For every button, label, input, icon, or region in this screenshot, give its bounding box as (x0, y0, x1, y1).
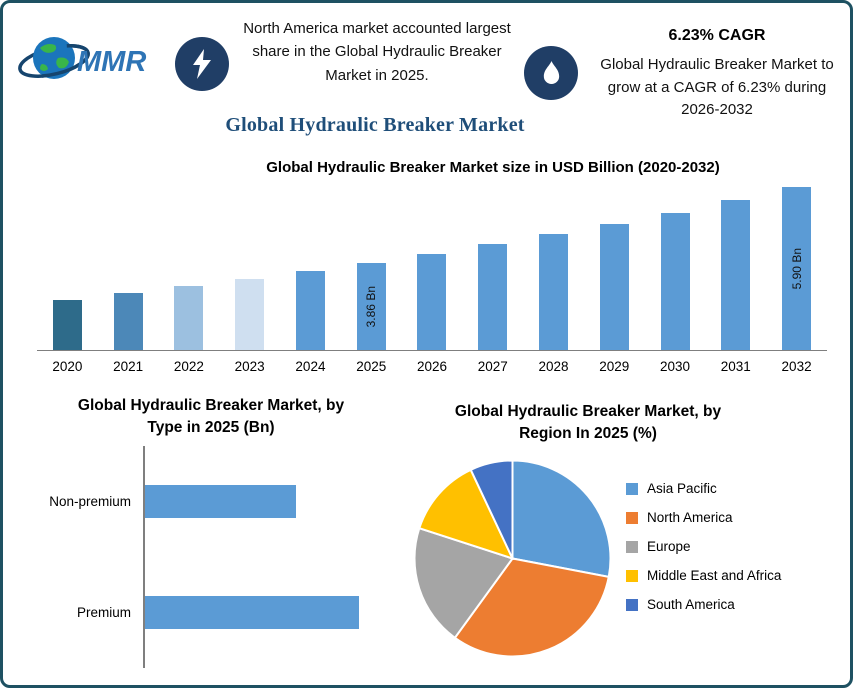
market-size-axis-row: 2020 2021 2022 2023 2024 2025 2026 2027 2028 2029… (37, 351, 827, 374)
bar-column-2022 (159, 181, 220, 350)
bar-2020 (52, 300, 82, 350)
legend-swatch (626, 569, 638, 582)
bar-column-2032: 5.90 Bn (766, 181, 827, 350)
bar-column-2024 (280, 181, 341, 350)
x-axis-label-2030: 2030 (660, 359, 691, 374)
globe-icon: MMR (18, 37, 146, 79)
bar-column-2021 (98, 181, 159, 350)
legend-item-south-america: South America (626, 597, 781, 612)
bar-column-2031 (705, 181, 766, 350)
bar-2026 (417, 254, 447, 350)
bar-2022 (174, 286, 204, 350)
x-axis-label-2025: 2025 (356, 359, 387, 374)
legend-label: Middle East and Africa (647, 568, 782, 583)
x-axis-label-2020: 2020 (52, 359, 83, 374)
bar-premium (145, 596, 359, 630)
bar-2027 (478, 244, 508, 350)
legend-label: North America (647, 510, 733, 525)
by-region-pie (413, 459, 612, 658)
bar-row-non-premium (145, 446, 391, 557)
market-size-chart-title: Global Hydraulic Breaker Market size in … (266, 159, 720, 176)
bar-value-label-2025: 3.86 Bn (364, 285, 379, 328)
bar-2029 (599, 224, 629, 350)
x-axis-label-2028: 2028 (538, 359, 569, 374)
bar-2032: 5.90 Bn (782, 187, 812, 350)
bar-column-2028 (523, 181, 584, 350)
lightning-icon (193, 49, 211, 79)
bar-column-2023 (219, 181, 280, 350)
by-type-bars (143, 446, 391, 669)
bar-2031 (721, 200, 751, 350)
pie-slice-north-america (453, 557, 610, 658)
bar-column-2029 (584, 181, 645, 350)
bar-2025: 3.86 Bn (356, 263, 386, 350)
bar-column-2030 (645, 181, 706, 350)
mmr-logo: MMR (17, 27, 177, 91)
bar-2021 (113, 293, 143, 350)
legend-swatch (626, 482, 638, 495)
x-axis-label-2026: 2026 (416, 359, 447, 374)
bar-column-2025: 3.86 Bn (341, 181, 402, 350)
legend-swatch (626, 540, 638, 553)
x-axis-label-2023: 2023 (234, 359, 265, 374)
flame-badge (524, 46, 578, 100)
x-axis-label-2029: 2029 (599, 359, 630, 374)
y-axis-label-premium: Premium (76, 605, 131, 621)
market-size-bars-row: 3.86 Bn 5.90 Bn (37, 181, 827, 351)
legend-item-middle-east-and-africa: Middle East and Africa (626, 568, 781, 583)
by-region-title-line1: Global Hydraulic Breaker Market, by (454, 403, 722, 420)
x-axis-label-2032: 2032 (781, 359, 812, 374)
x-axis-label-2022: 2022 (173, 359, 204, 374)
legend-swatch (626, 598, 638, 611)
x-axis-label-2024: 2024 (295, 359, 326, 374)
pie-slice-middle-east-and-africa (418, 468, 515, 561)
bar-2028 (539, 234, 568, 350)
flame-icon (543, 60, 559, 84)
y-axis-label-non-premium: Non-premium (49, 494, 131, 510)
by-type-chart: Global Hydraulic Breaker Market, by Type… (31, 395, 391, 669)
pie-slice-europe (413, 526, 515, 640)
bar-2024 (295, 271, 325, 350)
bar-row-premium (145, 557, 391, 668)
x-axis-label-2021: 2021 (113, 359, 144, 374)
x-axis-label-2027: 2027 (477, 359, 508, 374)
cagr-title: 6.23% CAGR (668, 27, 766, 44)
by-region-chart-title: Global Hydraulic Breaker Market, by Regi… (408, 401, 768, 444)
legend-label: Asia Pacific (647, 481, 717, 496)
bar-2030 (660, 213, 690, 350)
by-type-title-line1: Global Hydraulic Breaker Market, by (77, 397, 345, 414)
bar-value-label-2032: 5.90 Bn (789, 247, 804, 290)
page-title: Global Hydraulic Breaker Market (225, 114, 525, 136)
legend-item-north-america: North America (626, 510, 781, 525)
by-type-labels: Non-premium Premium (31, 446, 143, 668)
legend-item-asia-pacific: Asia Pacific (626, 481, 781, 496)
lightning-badge (175, 37, 229, 91)
by-region-chart: Global Hydraulic Breaker Market, by Regi… (408, 401, 838, 671)
bar-column-2027 (462, 181, 523, 350)
by-type-chart-title: Global Hydraulic Breaker Market, by Type… (31, 395, 391, 438)
legend-item-europe: Europe (626, 539, 781, 554)
market-size-chart: 3.86 Bn 5.90 Bn 2020 2021 2022 2023 2024 2025 2… (37, 181, 827, 374)
legend-label: Europe (647, 539, 691, 554)
cagr-text: Global Hydraulic Breaker Market to grow … (600, 56, 834, 118)
by-region-title-line2: Region In 2025 (%) (519, 424, 657, 442)
pie-slice-asia-pacific (511, 459, 612, 579)
by-type-title-line2: Type in 2025 (Bn) (147, 418, 275, 436)
logo-text: MMR (77, 46, 146, 78)
x-axis-label-2031: 2031 (720, 359, 751, 374)
cagr-block: 6.23% CAGR Global Hydraulic Breaker Mark… (595, 27, 839, 122)
bar-2023 (235, 279, 265, 350)
bar-column-2020 (37, 181, 98, 350)
legend-label: South America (647, 597, 735, 612)
headline-text: North America market accounted largest s… (243, 20, 511, 84)
by-type-chart-body: Non-premium Premium (31, 446, 391, 669)
by-region-legend: Asia Pacific North America Europe Middle Ea… (626, 481, 781, 626)
bar-column-2026 (402, 181, 463, 350)
legend-swatch (626, 511, 638, 524)
pie-slice-south-america (469, 459, 514, 559)
bar-non-premium (145, 485, 297, 519)
